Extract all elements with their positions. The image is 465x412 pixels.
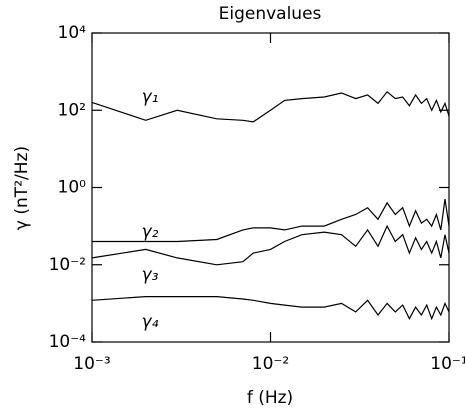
series-line [92,199,450,243]
x-tick-label: 10⁻¹ [430,354,465,374]
series-line [91,224,450,266]
series-label: γ₄ [142,312,159,332]
y-tick-label: 10⁴ [58,23,87,43]
y-tick-label: 10⁻⁴ [49,332,87,352]
x-tick-label: 10⁻² [252,354,289,374]
chart-title: Eigenvalues [219,4,322,24]
y-tick-label: 10⁻² [49,255,86,275]
series-label: γ₃ [142,265,159,285]
plot-frame [91,32,450,343]
x-tick-label: 10⁻³ [73,354,110,374]
y-tick-label: 10² [58,100,86,120]
series-label: γ₁ [142,87,159,107]
series-label: γ₂ [142,222,159,242]
y-tick-label: 10⁰ [58,178,87,198]
series-line [91,296,450,321]
x-axis-label: f (Hz) [247,388,293,408]
series-line [91,90,450,123]
y-axis-label: γ (nT²/Hz) [12,146,32,230]
